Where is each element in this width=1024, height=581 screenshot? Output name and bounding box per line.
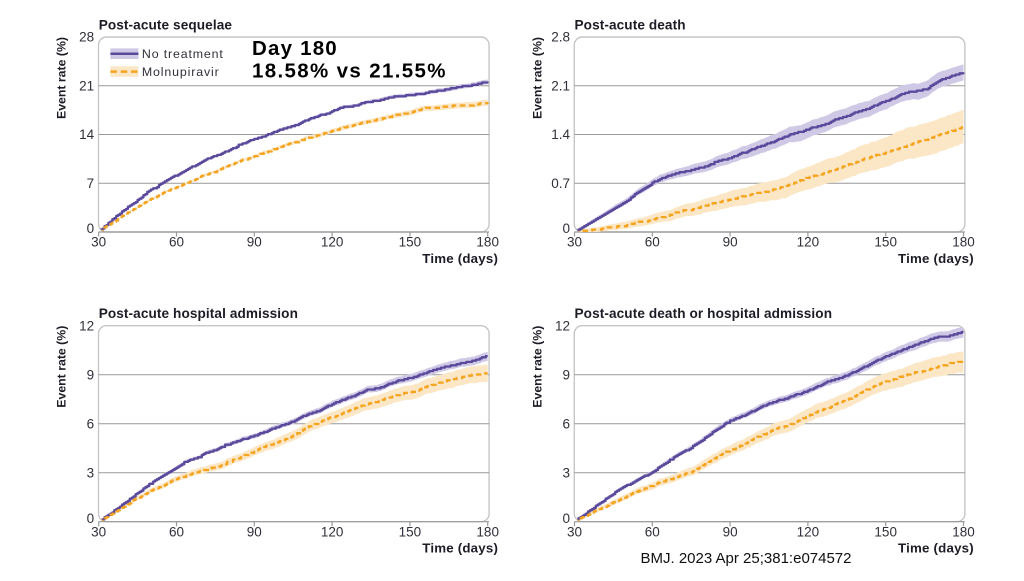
svg-text:28: 28 — [79, 30, 94, 45]
svg-text:12: 12 — [555, 318, 570, 333]
svg-text:Event rate (%): Event rate (%) — [55, 37, 69, 119]
svg-text:3: 3 — [562, 465, 570, 480]
svg-text:60: 60 — [169, 235, 184, 250]
svg-text:90: 90 — [247, 524, 262, 539]
svg-text:150: 150 — [399, 524, 422, 539]
svg-text:30: 30 — [91, 235, 106, 250]
svg-text:180: 180 — [476, 235, 499, 250]
svg-text:Time (days): Time (days) — [422, 541, 498, 556]
svg-text:Event rate (%): Event rate (%) — [55, 326, 69, 408]
svg-text:120: 120 — [321, 524, 344, 539]
svg-text:6: 6 — [562, 416, 570, 431]
svg-text:0: 0 — [87, 511, 95, 526]
svg-text:Post-acute death: Post-acute death — [575, 18, 686, 33]
svg-text:30: 30 — [567, 524, 582, 539]
svg-text:180: 180 — [476, 524, 499, 539]
svg-text:18.58% vs 21.55%: 18.58% vs 21.55% — [252, 60, 447, 83]
svg-text:180: 180 — [952, 524, 975, 539]
svg-text:120: 120 — [797, 524, 820, 539]
svg-text:0.7: 0.7 — [551, 176, 570, 191]
svg-text:7: 7 — [87, 176, 95, 191]
svg-text:No treatment: No treatment — [142, 47, 224, 61]
svg-text:Post-acute sequelae: Post-acute sequelae — [99, 18, 233, 33]
svg-text:120: 120 — [797, 235, 820, 250]
svg-text:0: 0 — [87, 221, 95, 236]
svg-text:14: 14 — [79, 127, 95, 142]
svg-text:30: 30 — [567, 235, 582, 250]
svg-text:Post-acute hospital admission: Post-acute hospital admission — [99, 306, 298, 321]
svg-text:180: 180 — [952, 235, 975, 250]
svg-text:Time (days): Time (days) — [898, 251, 974, 266]
svg-text:150: 150 — [874, 235, 897, 250]
svg-text:0: 0 — [562, 221, 570, 236]
svg-text:60: 60 — [645, 524, 660, 539]
svg-text:2.1: 2.1 — [551, 79, 570, 94]
svg-text:BMJ. 2023 Apr 25;381:e074572: BMJ. 2023 Apr 25;381:e074572 — [641, 550, 852, 567]
svg-text:3: 3 — [87, 465, 95, 480]
svg-text:0: 0 — [562, 511, 570, 526]
svg-text:90: 90 — [723, 235, 738, 250]
svg-text:1.4: 1.4 — [551, 127, 570, 142]
svg-text:150: 150 — [874, 524, 897, 539]
svg-text:90: 90 — [723, 524, 738, 539]
svg-text:9: 9 — [87, 367, 95, 382]
svg-text:30: 30 — [91, 524, 106, 539]
svg-text:6: 6 — [87, 416, 95, 431]
svg-text:120: 120 — [321, 235, 344, 250]
svg-text:Event rate (%): Event rate (%) — [531, 37, 545, 119]
svg-text:9: 9 — [562, 367, 570, 382]
svg-text:2.8: 2.8 — [551, 30, 570, 45]
svg-text:150: 150 — [399, 235, 422, 250]
svg-text:Time (days): Time (days) — [422, 251, 498, 266]
svg-text:Molnupiravir: Molnupiravir — [142, 65, 220, 79]
svg-text:90: 90 — [247, 235, 262, 250]
svg-text:60: 60 — [645, 235, 660, 250]
svg-text:21: 21 — [79, 79, 94, 94]
svg-text:12: 12 — [79, 318, 94, 333]
svg-text:Time (days): Time (days) — [898, 541, 974, 556]
svg-text:Day 180: Day 180 — [252, 37, 338, 60]
svg-text:Event rate (%): Event rate (%) — [531, 326, 545, 408]
svg-text:60: 60 — [169, 524, 184, 539]
svg-text:Post-acute death or hospital a: Post-acute death or hospital admission — [575, 306, 833, 321]
